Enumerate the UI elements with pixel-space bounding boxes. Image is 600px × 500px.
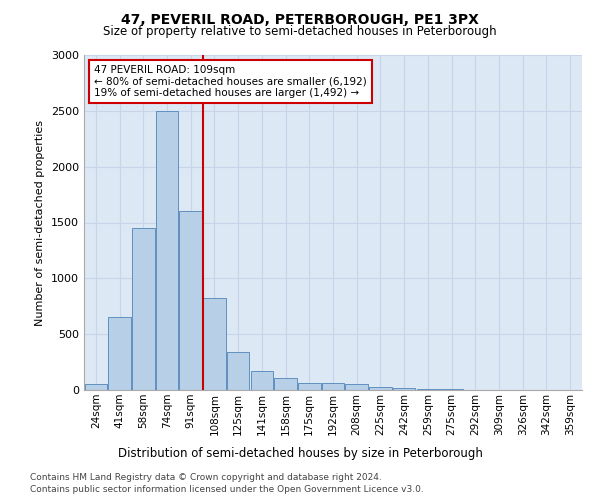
Bar bbox=[132, 228, 155, 390]
Bar bbox=[179, 212, 202, 390]
Bar bbox=[156, 111, 178, 390]
Bar bbox=[274, 378, 297, 390]
Bar bbox=[85, 384, 107, 390]
Bar bbox=[369, 386, 392, 390]
Text: Size of property relative to semi-detached houses in Peterborough: Size of property relative to semi-detach… bbox=[103, 25, 497, 38]
Bar bbox=[109, 318, 131, 390]
Bar bbox=[393, 388, 415, 390]
Text: Contains HM Land Registry data © Crown copyright and database right 2024.: Contains HM Land Registry data © Crown c… bbox=[30, 472, 382, 482]
Text: 47 PEVERIL ROAD: 109sqm
← 80% of semi-detached houses are smaller (6,192)
19% of: 47 PEVERIL ROAD: 109sqm ← 80% of semi-de… bbox=[94, 65, 367, 98]
Text: Distribution of semi-detached houses by size in Peterborough: Distribution of semi-detached houses by … bbox=[118, 448, 482, 460]
Text: 47, PEVERIL ROAD, PETERBOROUGH, PE1 3PX: 47, PEVERIL ROAD, PETERBOROUGH, PE1 3PX bbox=[121, 12, 479, 26]
Text: Contains public sector information licensed under the Open Government Licence v3: Contains public sector information licen… bbox=[30, 485, 424, 494]
Bar bbox=[251, 371, 273, 390]
Y-axis label: Number of semi-detached properties: Number of semi-detached properties bbox=[35, 120, 46, 326]
Bar bbox=[298, 384, 320, 390]
Bar bbox=[322, 384, 344, 390]
Bar bbox=[346, 384, 368, 390]
Bar bbox=[203, 298, 226, 390]
Bar bbox=[227, 352, 250, 390]
